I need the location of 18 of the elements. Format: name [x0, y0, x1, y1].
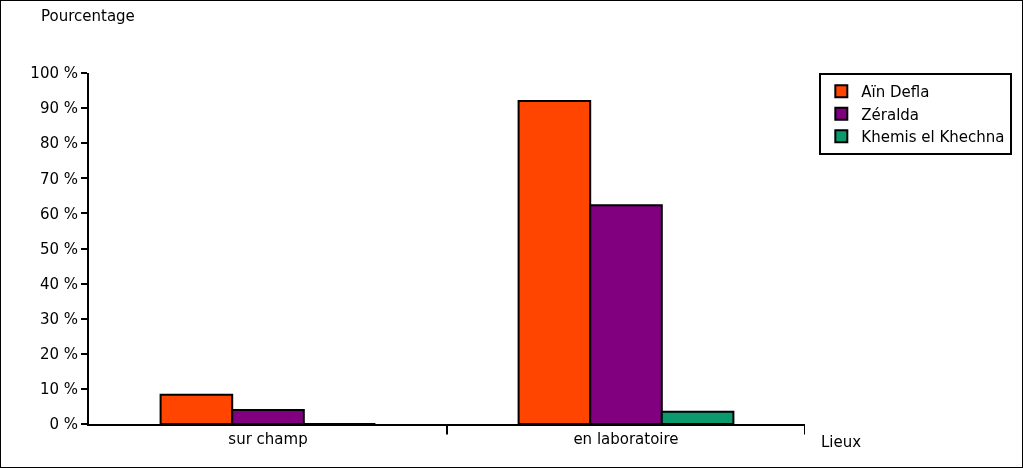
y-tick-label: 30 % — [39, 309, 78, 328]
x-tick-label: sur champ — [228, 430, 308, 448]
legend-label: Zéralda — [861, 105, 920, 124]
y-tick-label: 90 % — [39, 99, 78, 118]
y-tick-label: 80 % — [39, 134, 78, 153]
y-tick-label: 10 % — [39, 380, 78, 399]
legend-label: Khemis el Khechna — [861, 128, 1005, 147]
y-tick-label: 0 % — [49, 415, 78, 434]
legend-label: Aïn Defla — [861, 83, 930, 102]
y-axis-title: Pourcentage — [41, 7, 135, 25]
y-tick-label: 60 % — [39, 204, 78, 223]
x-axis-title: Lieux — [821, 433, 862, 451]
y-tick-label: 40 % — [39, 274, 78, 293]
x-tick-label: en laboratoire — [573, 430, 679, 448]
y-tick-label: 20 % — [39, 345, 78, 364]
y-tick-label: 50 % — [39, 239, 78, 258]
y-tick-label: 100 % — [30, 64, 78, 83]
y-tick-label: 70 % — [39, 169, 78, 188]
